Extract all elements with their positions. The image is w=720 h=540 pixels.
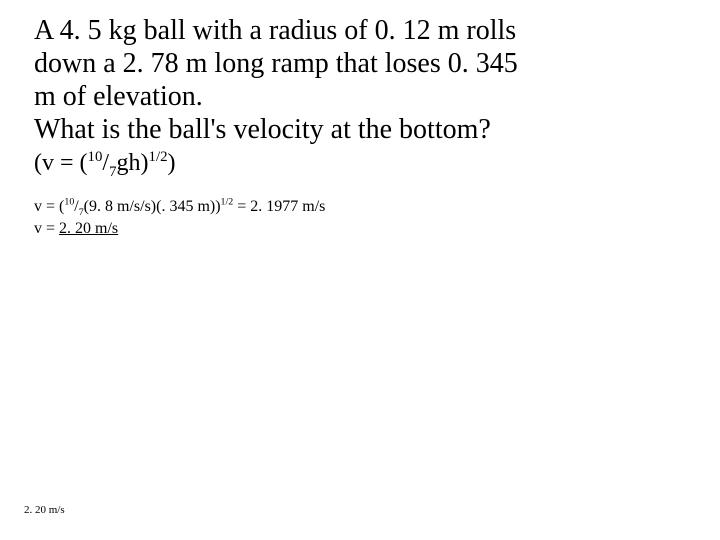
work-eq-suffix: = 2. 1977 m/s [233,198,325,215]
problem-line-1: A 4. 5 kg ball with a radius of 0. 12 m … [34,14,686,47]
formula-suffix: ) [168,150,176,176]
formula-denominator: 7 [109,164,116,180]
formula-exponent: 1/2 [149,149,168,165]
page: A 4. 5 kg ball with a radius of 0. 12 m … [0,0,720,540]
worked-solution: v = (10/7(9. 8 m/s/s)(. 345 m))1/2 = 2. … [34,196,686,239]
problem-line-2: down a 2. 78 m long ramp that loses 0. 3… [34,47,686,80]
formula-numerator: 10 [88,149,103,165]
work-equation: v = (10/7(9. 8 m/s/s)(. 345 m))1/2 = 2. … [34,196,686,218]
formula-mid: gh) [117,150,149,176]
work-answer-label: v = [34,220,59,237]
work-eq-prefix: v = ( [34,198,64,215]
formula-line: (v = (10/7gh)1/2) [34,148,686,178]
work-answer-line: v = 2. 20 m/s [34,218,686,240]
formula-prefix: (v = ( [34,150,88,176]
problem-line-4: What is the ball's velocity at the botto… [34,113,686,146]
work-answer-value: 2. 20 m/s [59,220,118,237]
work-eq-numerator: 10 [64,197,74,208]
problem-line-3: m of elevation. [34,80,686,113]
work-eq-exponent: 1/2 [221,197,234,208]
footer-answer: 2. 20 m/s [24,504,65,516]
problem-statement: A 4. 5 kg ball with a radius of 0. 12 m … [34,14,686,146]
work-eq-mid: (9. 8 m/s/s)(. 345 m)) [84,198,221,215]
